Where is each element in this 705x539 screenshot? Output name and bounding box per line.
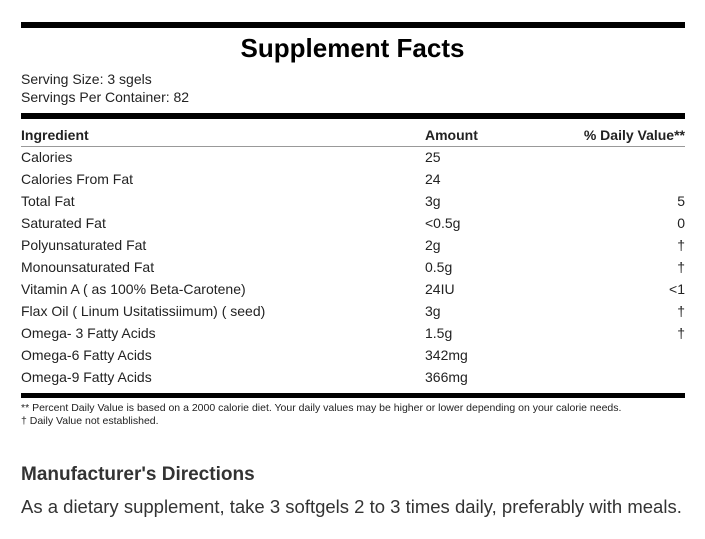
amount: 24IU — [425, 281, 455, 297]
ingredient: Monounsaturated Fat — [21, 259, 155, 275]
rule — [21, 22, 685, 28]
ingredient: Saturated Fat — [21, 215, 106, 231]
ingredient: Calories From Fat — [21, 171, 134, 187]
rule — [21, 393, 685, 398]
amount: 366mg — [425, 369, 468, 385]
ingredient: Omega-9 Fatty Acids — [21, 369, 152, 385]
rule — [21, 146, 685, 147]
daily-value: † — [677, 325, 685, 341]
amount: <0.5g — [425, 215, 461, 231]
rule — [21, 113, 685, 119]
daily-value: † — [677, 237, 685, 253]
title: Supplement Facts — [240, 33, 465, 63]
daily-value: 0 — [677, 215, 685, 231]
ingredient: Flax Oil ( Linum Usitatissiimum) ( seed) — [21, 303, 266, 319]
amount: 24 — [425, 171, 441, 187]
amount: 3g — [425, 193, 441, 209]
daily-value: 5 — [677, 193, 685, 209]
daily-value: † — [677, 303, 685, 319]
ingredient: Total Fat — [21, 193, 75, 209]
serving-size: Serving Size: 3 sgels — [21, 71, 152, 87]
ingredient: Calories — [21, 149, 73, 165]
daily-value: <1 — [669, 281, 685, 297]
amount: 2g — [425, 237, 441, 253]
directions-title: Manufacturer's Directions — [21, 464, 255, 485]
footnote: † Daily Value not established. — [21, 415, 159, 427]
ingredient: Omega-6 Fatty Acids — [21, 347, 152, 363]
footnote: ** Percent Daily Value is based on a 200… — [21, 402, 622, 414]
daily-value: † — [677, 259, 685, 275]
amount: 25 — [425, 149, 441, 165]
amount: 342mg — [425, 347, 468, 363]
amount: 3g — [425, 303, 441, 319]
directions-text: As a dietary supplement, take 3 softgels… — [21, 496, 682, 517]
ingredient: Vitamin A ( as 100% Beta-Carotene) — [21, 281, 246, 297]
column-header: Amount — [425, 127, 478, 143]
column-header: % Daily Value** — [583, 127, 685, 143]
column-header: Ingredient — [21, 127, 89, 143]
ingredient: Polyunsaturated Fat — [21, 237, 147, 253]
servings-per-container: Servings Per Container: 82 — [21, 89, 190, 105]
ingredient: Omega- 3 Fatty Acids — [21, 325, 156, 341]
amount: 1.5g — [425, 325, 453, 341]
amount: 0.5g — [425, 259, 453, 275]
